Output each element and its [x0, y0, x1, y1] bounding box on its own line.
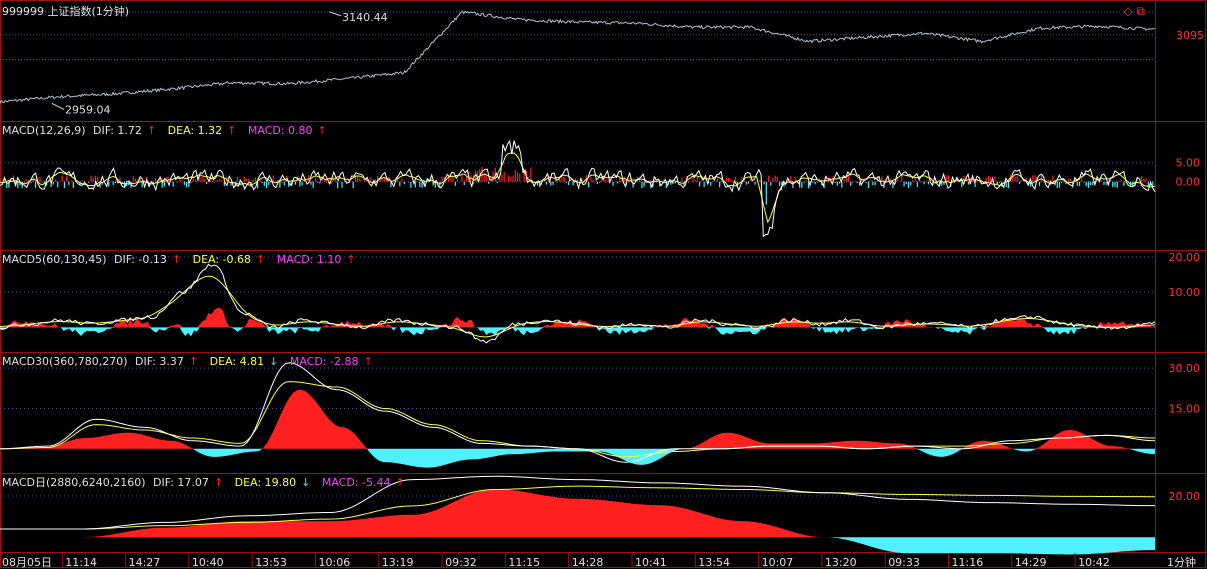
macdday-dif: DIF: 17.07 ↑ — [153, 476, 224, 489]
macd-area-down — [0, 448, 1155, 468]
macd30-dif: DIF: 3.37 ↑ — [135, 355, 199, 368]
dea-line — [0, 152, 1156, 224]
price-tick-3095: 3095 — [1176, 29, 1204, 42]
x-label: 08月05日 — [2, 556, 52, 569]
x-label: 13:19 — [382, 556, 414, 569]
high-label: 3140.44 — [342, 11, 388, 24]
tick-label: 5.00 — [1176, 157, 1201, 170]
x-label: 14:28 — [572, 556, 604, 569]
x-label: 11:14 — [65, 556, 97, 569]
macd1-dif: DIF: 1.72 ↑ — [93, 124, 157, 137]
tick-label: 15.00 — [1169, 402, 1201, 415]
tick-label: 20.00 — [1169, 251, 1201, 264]
x-label: 10:06 — [319, 556, 351, 569]
macd5-header: MACD5(60,130,45) DIF: -0.13 ↑ DEA: -0.68 ↑… — [2, 253, 364, 266]
dif-line — [0, 362, 1156, 463]
x-label: 10:42 — [1078, 556, 1110, 569]
macd1-name: MACD(12,26,9) — [2, 124, 86, 137]
macd-area-down — [0, 537, 1155, 555]
dea-line — [0, 485, 1156, 530]
x-label: 14:29 — [1015, 556, 1047, 569]
window-controls[interactable]: ◇ ⧉ — [1123, 4, 1145, 19]
price-line — [0, 10, 1156, 104]
x-label: 13:53 — [255, 556, 287, 569]
macd1-header: MACD(12,26,9) DIF: 1.72 ↑ DEA: 1.32 ↑ MACD… — [2, 124, 335, 137]
macd5-dea: DEA: -0.68 ↑ — [192, 253, 266, 266]
x-label: 11:15 — [508, 556, 540, 569]
macd30-macd: MACD: -2.88 ↑ — [289, 355, 373, 368]
macdday-name: MACD日(2880,6240,2160) — [2, 476, 146, 489]
x-label: 10:07 — [762, 556, 794, 569]
x-label: 13:54 — [698, 556, 730, 569]
macdday-header: MACD日(2880,6240,2160) DIF: 17.07 ↑ DEA: 1… — [2, 476, 413, 489]
price-title: 999999 上证指数(1分钟) — [2, 5, 130, 18]
macd30-dea: DEA: 4.81 ↓ — [209, 355, 279, 368]
tick-label: 20.00 — [1169, 490, 1201, 503]
x-label: 09:33 — [888, 556, 920, 569]
macd-area-down — [0, 327, 1155, 337]
high-pointer — [329, 11, 342, 17]
macdday-dea: DEA: 19.80 ↓ — [234, 476, 311, 489]
macd30-name: MACD30(360,780,270) — [2, 355, 128, 368]
tick-label: 30.00 — [1169, 362, 1201, 375]
macd-area-up — [0, 389, 1155, 449]
tick-label: 10.00 — [1169, 286, 1201, 299]
x-label: 10:40 — [192, 556, 224, 569]
macd1-dea: DEA: 1.32 ↑ — [167, 124, 237, 137]
diamond-icon[interactable]: ◇ — [1123, 4, 1133, 18]
macd5-macd: MACD: 1.10 ↑ — [276, 253, 356, 266]
macdday-macd: MACD: -5.44 ↑ — [321, 476, 405, 489]
dif-line — [0, 475, 1156, 530]
dif-line — [0, 139, 1156, 238]
macd1-macd: MACD: 0.80 ↑ — [247, 124, 327, 137]
macd5-name: MACD5(60,130,45) — [2, 253, 107, 266]
x-label: 11:16 — [952, 556, 984, 569]
x-label: 14:27 — [129, 556, 161, 569]
price-panel-header: 999999 上证指数(1分钟) — [2, 5, 133, 18]
low-pointer — [51, 102, 65, 110]
x-label: 09:32 — [445, 556, 477, 569]
period-label: 1分钟 — [1167, 555, 1196, 569]
macd30-header: MACD30(360,780,270) DIF: 3.37 ↑ DEA: 4.81… — [2, 355, 381, 368]
restore-icon[interactable]: ⧉ — [1136, 4, 1145, 18]
x-label: 13:20 — [825, 556, 857, 569]
dif-line — [0, 263, 1156, 344]
tick-label: 0.00 — [1176, 176, 1201, 189]
macd5-dif: DIF: -0.13 ↑ — [114, 253, 182, 266]
macd-area-up — [0, 489, 1155, 538]
x-label: 10:41 — [635, 556, 667, 569]
low-label: 2959.04 — [65, 103, 111, 116]
